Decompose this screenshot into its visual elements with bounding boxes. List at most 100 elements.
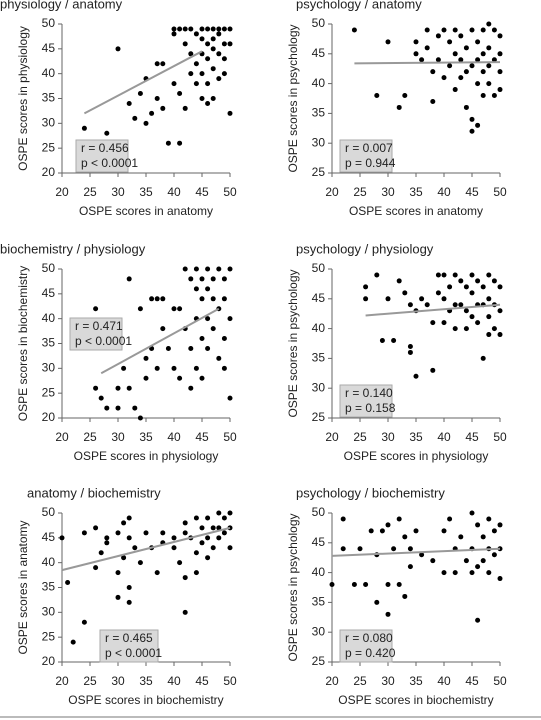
data-point [396,278,402,284]
data-point [199,36,205,42]
stats-box [99,629,159,663]
data-point [115,385,121,391]
data-point [486,63,492,69]
data-point [469,570,475,576]
data-point [407,302,413,308]
data-point [93,525,99,531]
data-point [65,580,71,586]
data-point [227,266,233,272]
data-point [205,515,211,521]
data-point [199,525,205,531]
data-point [160,61,166,67]
x-tick-label: 50 [223,674,237,688]
data-point [374,272,380,278]
data-point [486,516,492,522]
data-point [463,104,469,110]
data-point [475,320,481,326]
y-tick-label: 50 [42,261,56,275]
data-point [199,336,205,342]
stats-text: r = 0.471 [75,319,123,333]
stats-text: p = 0.158 [345,401,396,415]
data-point [171,535,177,541]
data-point [447,39,453,45]
data-point [177,91,183,97]
data-point [469,63,475,69]
y-tick-label: 45 [42,41,56,55]
data-point [216,76,222,82]
data-point [210,296,216,302]
data-point [497,33,503,39]
data-point [363,296,369,302]
data-point [221,336,227,342]
x-tick-label: 40 [167,674,181,688]
y-tick-label: 45 [312,46,326,60]
data-point [497,69,503,75]
data-point [469,272,475,278]
x-tick-label: 30 [381,430,395,444]
data-point [182,41,188,47]
data-point [441,570,447,576]
data-point [407,564,413,570]
stats-text: r = 0.007 [345,141,393,155]
data-point [480,355,486,361]
data-point [396,516,402,522]
data-point [463,326,469,332]
data-point [93,385,99,391]
y-axis-label: OSPE scores in psychology [286,269,300,417]
x-axis-label: OSPE scores in physiology [344,449,489,463]
data-point [385,611,391,617]
data-point [188,385,194,391]
data-point [497,51,503,57]
data-point [329,582,335,588]
data-point [413,51,419,57]
data-point [154,96,160,101]
data-point [396,582,402,588]
data-point [210,26,216,32]
data-point [171,306,177,312]
y-tick-label: 40 [312,76,326,90]
data-point [160,530,166,536]
data-point [171,545,177,551]
stats-text: p < 0.0001 [75,334,132,348]
x-tick-label: 35 [409,674,423,688]
data-point [402,534,408,540]
data-point [463,284,469,290]
data-point [171,81,177,87]
data-point [441,296,447,302]
data-point [210,525,216,531]
y-axis-label: OSPE scores in psychology [286,24,300,172]
y-tick-label: 20 [42,654,56,668]
y-tick-label: 45 [312,535,326,549]
data-point [210,326,216,332]
x-tick-label: 30 [381,674,395,688]
data-point [193,550,199,556]
data-point [177,560,183,566]
data-point [413,373,419,379]
data-point [340,546,346,552]
data-point [452,272,458,278]
data-point [210,96,216,101]
data-point [132,545,138,551]
data-point [210,276,216,282]
data-point [351,27,357,33]
data-point [115,530,121,536]
data-point [227,110,233,116]
x-tick-label: 35 [139,430,153,444]
data-point [216,51,222,57]
data-point [165,140,171,146]
data-point [497,87,503,93]
data-point [193,365,199,371]
regression-line [83,50,203,115]
x-axis-label: OSPE scores in physiology [74,449,219,463]
data-point [160,105,166,111]
stats-text: p = 0.944 [345,156,396,170]
data-point [227,395,233,401]
data-point [115,405,121,411]
y-axis-label: OSPE scores in psychology [286,513,300,661]
x-tick-label: 40 [437,674,451,688]
data-point [379,338,385,344]
data-point [210,36,216,42]
data-point [340,516,346,522]
data-point [497,522,503,528]
data-point [497,308,503,314]
